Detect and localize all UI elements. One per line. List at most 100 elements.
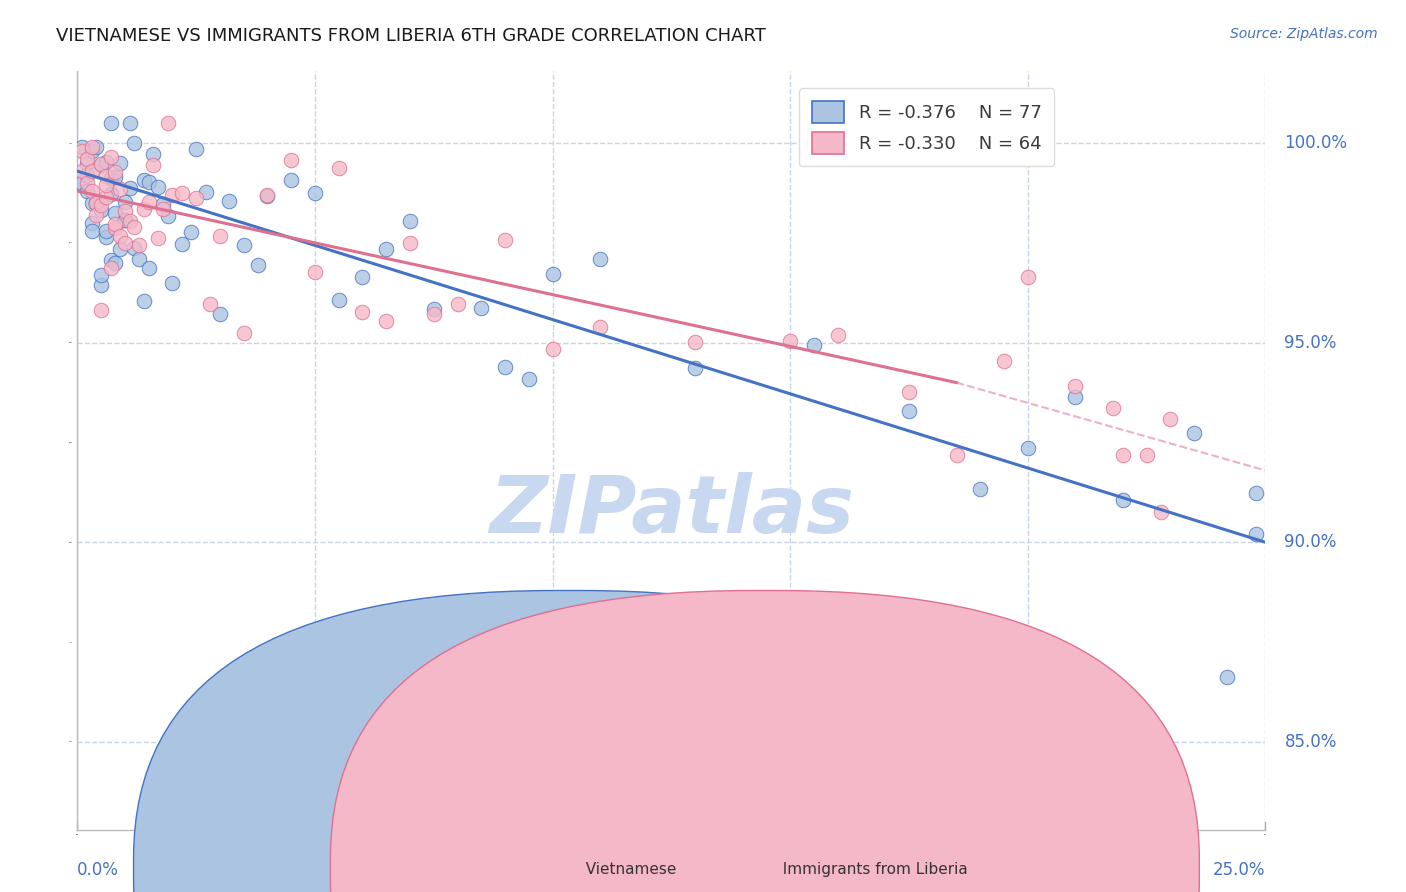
Point — [256, 189, 278, 203]
Point — [100, 253, 122, 268]
Point — [138, 194, 160, 209]
Point — [138, 260, 160, 275]
Point — [1102, 401, 1125, 415]
Point — [80, 140, 103, 154]
Point — [90, 197, 112, 211]
Point — [128, 237, 150, 252]
Point — [779, 334, 801, 348]
Point — [108, 181, 131, 195]
Point — [1244, 527, 1267, 541]
Text: 85.0%: 85.0% — [1285, 732, 1337, 751]
Point — [90, 278, 112, 293]
Point — [124, 219, 146, 234]
Point — [1216, 670, 1239, 684]
Point — [142, 146, 165, 161]
Point — [170, 237, 193, 252]
Point — [898, 403, 921, 417]
Point — [1136, 448, 1159, 462]
Point — [76, 184, 98, 198]
Point — [108, 229, 131, 244]
Point — [76, 152, 98, 166]
Point — [200, 297, 222, 311]
Point — [827, 327, 849, 342]
Point — [280, 173, 302, 187]
Point — [186, 191, 208, 205]
Point — [80, 216, 103, 230]
Point — [470, 301, 492, 315]
Point — [1112, 492, 1135, 507]
Text: 95.0%: 95.0% — [1285, 334, 1337, 351]
Point — [90, 158, 112, 172]
Point — [1064, 379, 1087, 393]
Point — [541, 343, 564, 357]
Text: ZIPatlas: ZIPatlas — [489, 472, 853, 550]
Point — [1112, 448, 1135, 462]
Point — [142, 158, 165, 172]
FancyBboxPatch shape — [134, 591, 1002, 892]
Point — [162, 277, 184, 291]
Point — [104, 255, 127, 269]
Point — [132, 294, 155, 309]
Point — [124, 136, 146, 150]
Point — [328, 293, 350, 307]
Point — [114, 236, 136, 251]
Point — [90, 157, 112, 171]
Text: Immigrants from Liberia: Immigrants from Liberia — [773, 863, 969, 877]
Text: 25.0%: 25.0% — [1213, 862, 1265, 880]
Point — [90, 303, 112, 318]
Point — [146, 230, 169, 244]
Point — [76, 156, 98, 170]
Point — [146, 179, 169, 194]
Point — [100, 150, 122, 164]
Point — [328, 161, 350, 175]
Point — [86, 208, 108, 222]
Point — [494, 233, 516, 247]
FancyBboxPatch shape — [330, 591, 1199, 892]
Point — [969, 482, 991, 496]
Point — [114, 195, 136, 210]
Point — [114, 212, 136, 227]
Point — [94, 189, 117, 203]
Point — [208, 229, 231, 244]
Point — [399, 235, 422, 250]
Text: 100.0%: 100.0% — [1285, 134, 1347, 153]
Point — [100, 260, 122, 275]
Point — [80, 184, 103, 198]
Point — [494, 359, 516, 374]
Point — [683, 361, 706, 376]
Point — [589, 320, 612, 334]
Point — [541, 267, 564, 281]
Point — [118, 116, 141, 130]
Point — [124, 241, 146, 255]
Point — [446, 297, 468, 311]
Point — [94, 229, 117, 244]
Point — [76, 168, 98, 182]
Point — [304, 186, 326, 201]
Point — [1150, 505, 1173, 519]
Point — [232, 237, 254, 252]
Point — [108, 156, 131, 170]
Point — [70, 144, 93, 158]
Point — [352, 305, 374, 319]
Point — [80, 144, 103, 158]
Point — [100, 116, 122, 130]
Point — [86, 140, 108, 154]
Point — [86, 196, 108, 211]
Point — [180, 226, 202, 240]
Point — [100, 170, 122, 185]
Point — [945, 448, 967, 462]
Point — [114, 204, 136, 219]
Legend: R = -0.376    N = 77, R = -0.330    N = 64: R = -0.376 N = 77, R = -0.330 N = 64 — [799, 88, 1054, 166]
Text: 90.0%: 90.0% — [1285, 533, 1337, 551]
Point — [94, 155, 117, 169]
Text: 0.0%: 0.0% — [77, 862, 120, 880]
Point — [86, 196, 108, 211]
Point — [399, 213, 422, 227]
Point — [194, 185, 217, 199]
Point — [352, 270, 374, 285]
Point — [156, 116, 179, 130]
Point — [993, 353, 1015, 368]
Text: VIETNAMESE VS IMMIGRANTS FROM LIBERIA 6TH GRADE CORRELATION CHART: VIETNAMESE VS IMMIGRANTS FROM LIBERIA 6T… — [56, 27, 766, 45]
Point — [70, 140, 93, 154]
Point — [80, 196, 103, 211]
